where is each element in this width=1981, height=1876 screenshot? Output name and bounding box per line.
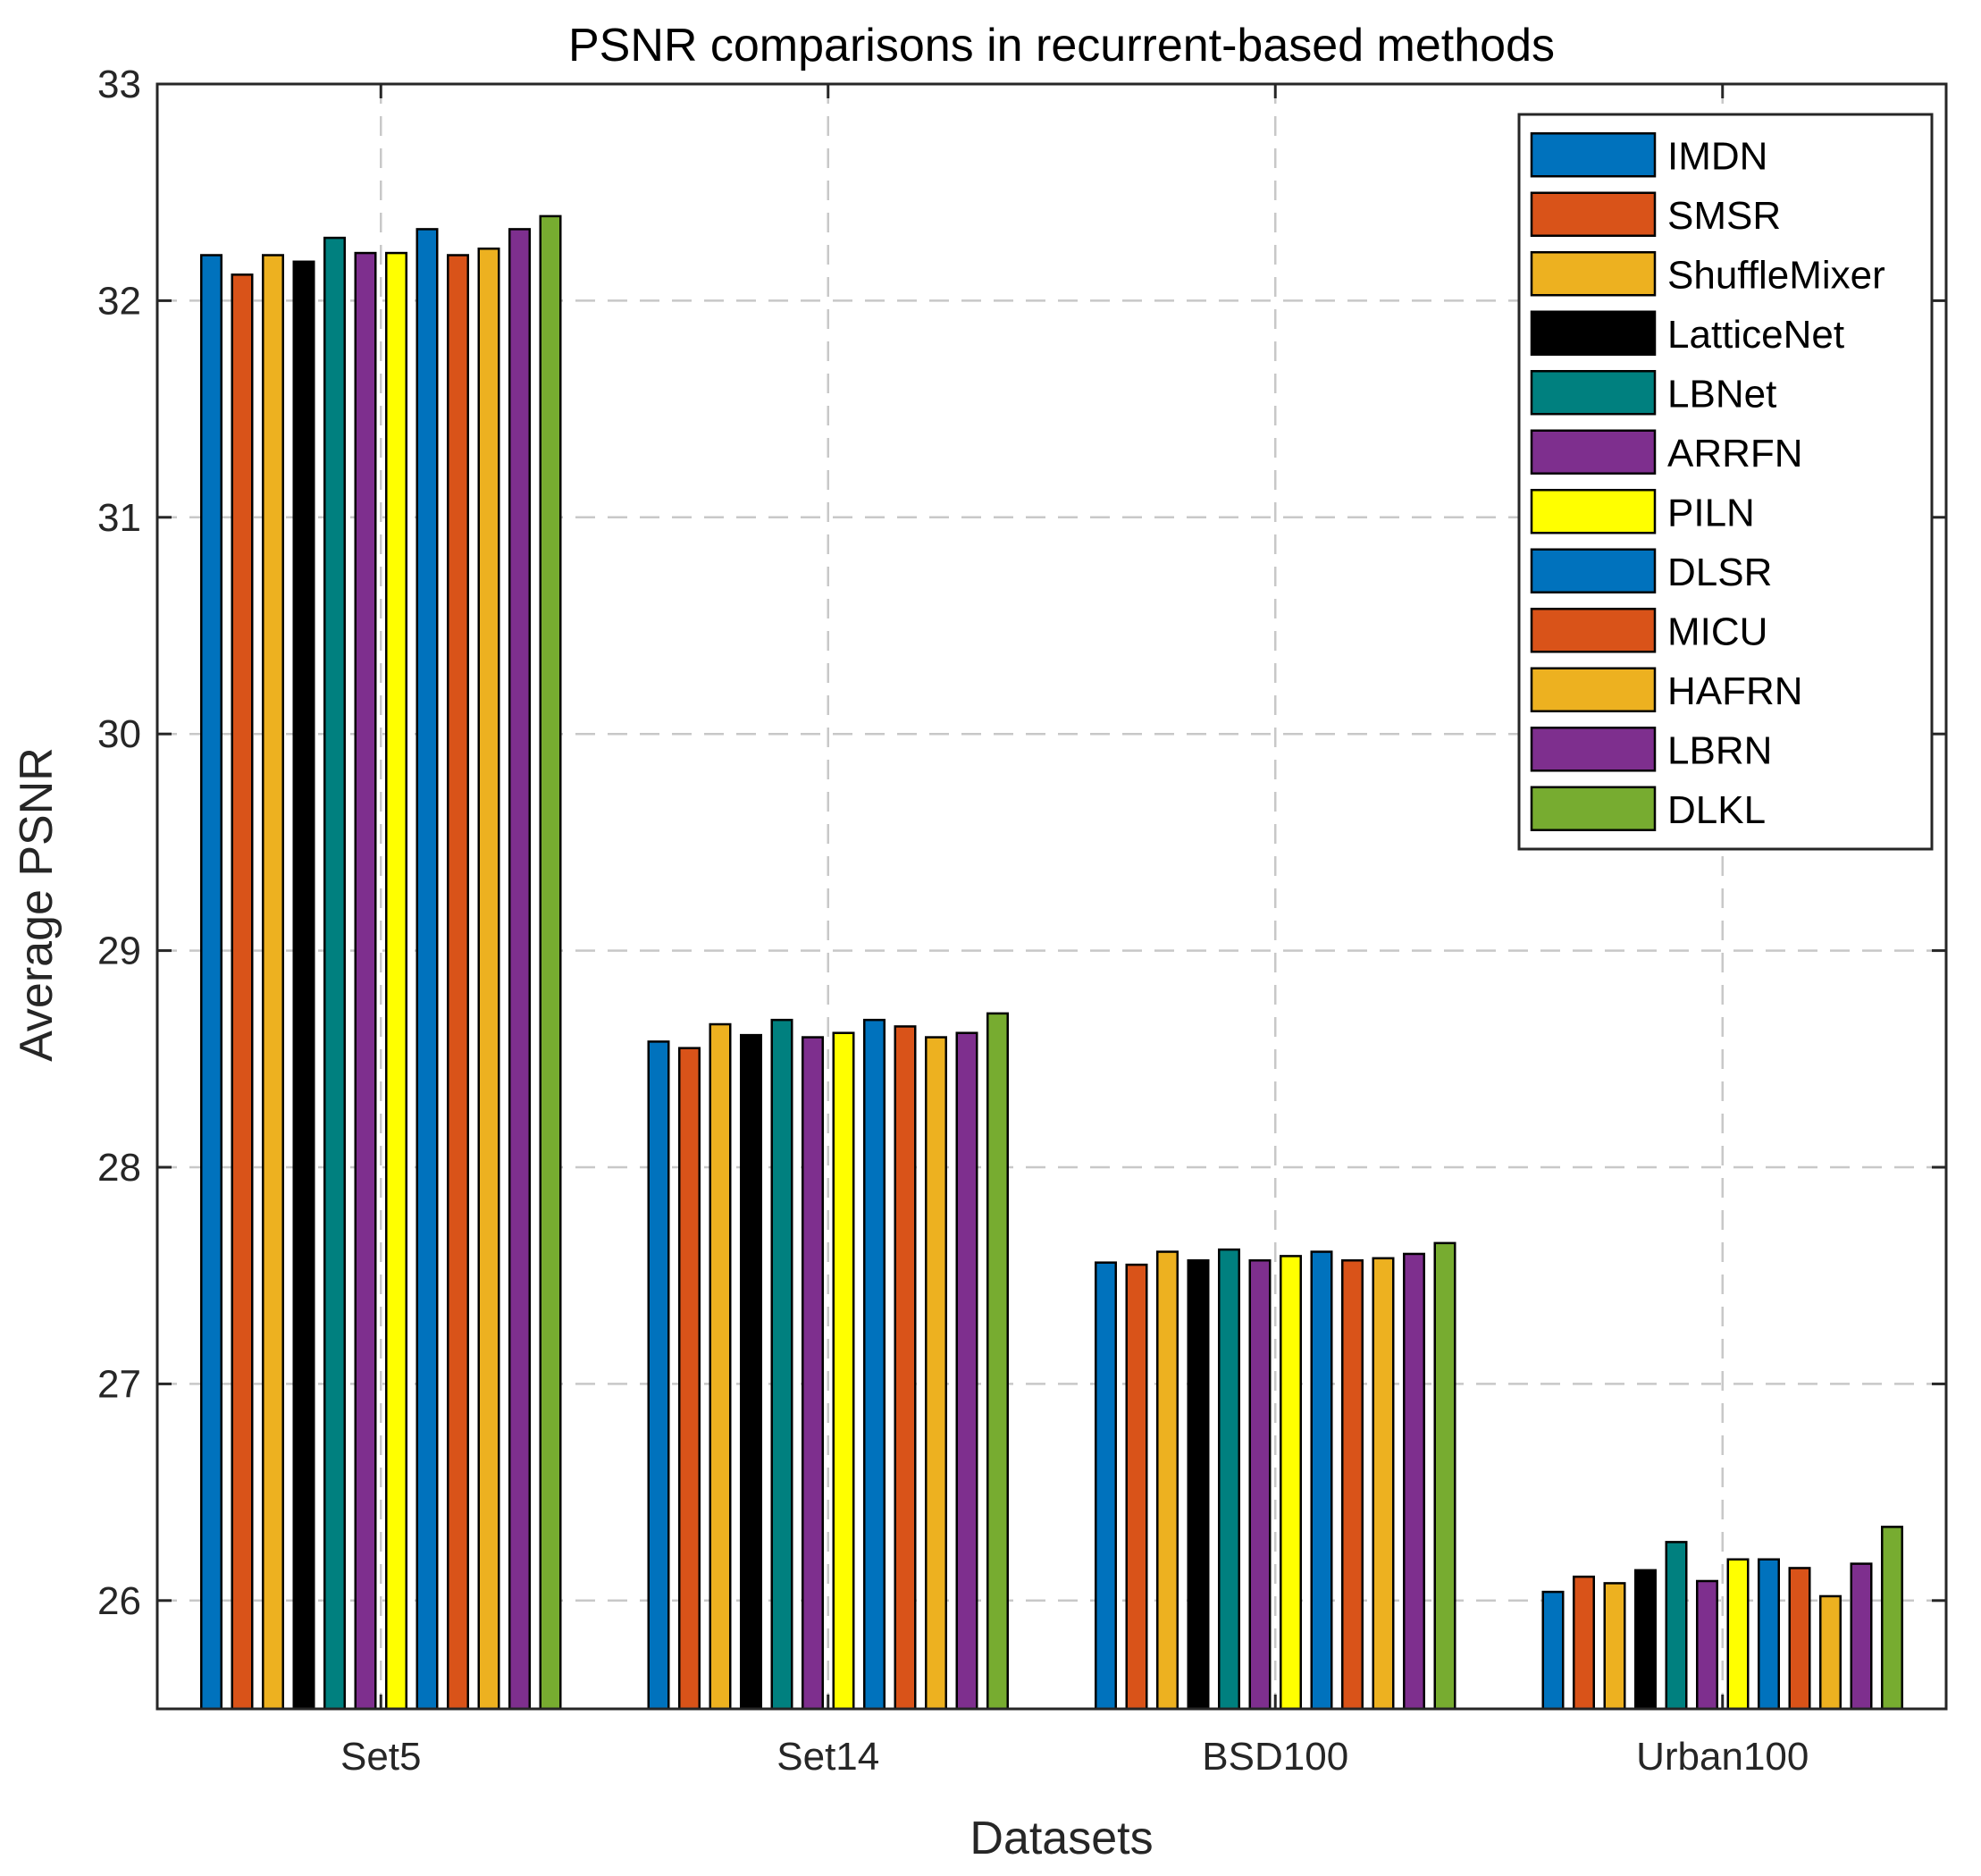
legend-swatch-imdn bbox=[1530, 132, 1657, 178]
y-tick-label: 30 bbox=[97, 712, 141, 756]
legend-swatch-dlsr bbox=[1530, 548, 1657, 593]
bar-micu-urban100 bbox=[1788, 1567, 1811, 1711]
bar-latticenet-bsd100 bbox=[1187, 1258, 1210, 1711]
legend-label-latticenet: LatticeNet bbox=[1667, 313, 1844, 357]
bar-dlkl-urban100 bbox=[1881, 1526, 1903, 1711]
bar-piln-bsd100 bbox=[1280, 1255, 1302, 1711]
axes-box bbox=[155, 82, 1948, 1711]
bar-lbrn-urban100 bbox=[1850, 1562, 1873, 1711]
y-axis-label: Average PSNR bbox=[11, 747, 63, 1062]
legend-label-lbrn: LBRN bbox=[1667, 728, 1772, 772]
bar-latticenet-urban100 bbox=[1634, 1569, 1657, 1711]
axes bbox=[155, 82, 1948, 1711]
bar-smsr-set14 bbox=[678, 1047, 701, 1711]
bar-lbnet-bsd100 bbox=[1218, 1248, 1240, 1711]
bar-micu-bsd100 bbox=[1341, 1258, 1364, 1711]
bar-lbrn-set14 bbox=[955, 1031, 978, 1711]
bar-hafrn-bsd100 bbox=[1372, 1257, 1395, 1711]
bar-smsr-urban100 bbox=[1573, 1575, 1595, 1711]
bar-micu-set5 bbox=[447, 254, 469, 1711]
bar-imdn-set5 bbox=[200, 254, 222, 1711]
legend-label-micu: MICU bbox=[1667, 610, 1767, 653]
chart-title: PSNR comparisons in recurrent-based meth… bbox=[568, 20, 1555, 72]
bar-imdn-bsd100 bbox=[1095, 1261, 1117, 1711]
bar-lbrn-bsd100 bbox=[1403, 1252, 1425, 1711]
tick-labels: 26 27 28 29 30 31 32 33 Set5 Set14 BSD100 Urban100 bbox=[97, 63, 1809, 1779]
legend-swatch-dlkl bbox=[1530, 786, 1657, 831]
legend: IMDN SMSR ShuffleMixer LatticeNet LBNet ARRFN… bbox=[1517, 113, 1934, 851]
bar-arrfn-bsd100 bbox=[1248, 1258, 1272, 1711]
bar-dlsr-urban100 bbox=[1758, 1558, 1780, 1711]
y-tick-label: 33 bbox=[97, 63, 141, 106]
bar-shufflemixer-bsd100 bbox=[1156, 1250, 1179, 1711]
legend-label-smsr: SMSR bbox=[1667, 194, 1781, 238]
bar-shufflemixer-set5 bbox=[262, 254, 284, 1711]
y-tick-label: 26 bbox=[97, 1579, 141, 1623]
legend-swatch-smsr bbox=[1530, 191, 1657, 237]
y-tick-label: 32 bbox=[97, 279, 141, 323]
legend-label-dlsr: DLSR bbox=[1667, 551, 1772, 594]
bar-dlsr-bsd100 bbox=[1310, 1250, 1333, 1711]
bar-lbrn-set5 bbox=[508, 228, 531, 1711]
bar-micu-set14 bbox=[894, 1025, 917, 1711]
bar-arrfn-urban100 bbox=[1696, 1579, 1718, 1711]
bar-piln-set5 bbox=[385, 251, 407, 1711]
legend-swatch-lbnet bbox=[1530, 370, 1657, 416]
bar-shufflemixer-set14 bbox=[709, 1022, 732, 1711]
legend-label-arrfn: ARRFN bbox=[1667, 432, 1803, 475]
legend-swatch-micu bbox=[1530, 608, 1657, 653]
legend-label-imdn: IMDN bbox=[1667, 134, 1767, 178]
bar-hafrn-set14 bbox=[925, 1036, 947, 1711]
bar-dlkl-set14 bbox=[986, 1012, 1009, 1711]
x-tick-label: Set5 bbox=[340, 1735, 422, 1779]
bar-dlsr-set5 bbox=[416, 228, 439, 1711]
legend-label-lbnet: LBNet bbox=[1667, 372, 1776, 416]
bars bbox=[200, 215, 1903, 1711]
bar-arrfn-set14 bbox=[802, 1036, 824, 1711]
legend-label-dlkl: DLKL bbox=[1667, 788, 1766, 832]
bar-smsr-set5 bbox=[231, 273, 254, 1711]
y-tick-label: 29 bbox=[97, 930, 141, 973]
legend-swatch-arrfn bbox=[1530, 429, 1657, 475]
legend-swatch-latticenet bbox=[1530, 310, 1657, 356]
y-tick-label: 27 bbox=[97, 1362, 141, 1406]
bar-dlkl-bsd100 bbox=[1433, 1241, 1456, 1711]
bar-smsr-bsd100 bbox=[1125, 1263, 1148, 1711]
bar-piln-urban100 bbox=[1726, 1558, 1750, 1711]
legend-label-hafrn: HAFRN bbox=[1667, 669, 1803, 713]
y-tick-label: 28 bbox=[97, 1146, 141, 1190]
bar-latticenet-set5 bbox=[292, 260, 315, 1711]
legend-swatch-hafrn bbox=[1530, 667, 1657, 712]
bar-lbnet-set14 bbox=[770, 1018, 793, 1711]
bar-latticenet-set14 bbox=[740, 1033, 762, 1711]
x-tick-label: BSD100 bbox=[1202, 1735, 1348, 1779]
y-tick-label: 31 bbox=[97, 496, 141, 540]
bar-hafrn-urban100 bbox=[1819, 1594, 1842, 1711]
legend-swatch-lbrn bbox=[1530, 727, 1657, 772]
x-tick-label: Set14 bbox=[776, 1735, 879, 1779]
legend-swatch-piln bbox=[1530, 489, 1657, 534]
x-axis-label: Datasets bbox=[970, 1813, 1153, 1864]
bar-piln-set14 bbox=[832, 1031, 855, 1711]
bar-hafrn-set5 bbox=[477, 247, 500, 1711]
x-tick-label: Urban100 bbox=[1636, 1735, 1809, 1779]
bar-dlkl-set5 bbox=[539, 215, 562, 1711]
legend-label-piln: PILN bbox=[1667, 491, 1755, 534]
bar-lbnet-urban100 bbox=[1665, 1541, 1688, 1711]
bar-arrfn-set5 bbox=[354, 251, 377, 1711]
bar-dlsr-set14 bbox=[863, 1018, 886, 1711]
legend-label-shufflemixer: ShuffleMixer bbox=[1667, 253, 1885, 297]
bar-shufflemixer-urban100 bbox=[1603, 1582, 1626, 1711]
bar-imdn-set14 bbox=[647, 1040, 670, 1711]
bar-lbnet-set5 bbox=[323, 236, 346, 1711]
bar-imdn-urban100 bbox=[1541, 1590, 1565, 1711]
legend-swatch-shufflemixer bbox=[1530, 251, 1657, 297]
